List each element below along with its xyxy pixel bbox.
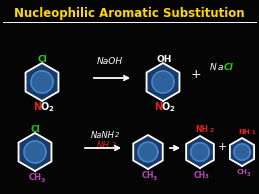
Text: 2: 2	[210, 127, 214, 133]
Polygon shape	[31, 71, 53, 93]
Text: CH: CH	[142, 171, 154, 180]
Text: +: +	[191, 68, 201, 81]
Text: NaOH: NaOH	[97, 57, 123, 67]
Text: N: N	[33, 102, 41, 112]
Polygon shape	[230, 138, 254, 166]
Text: 2: 2	[170, 106, 174, 112]
Text: OH: OH	[156, 55, 172, 63]
Polygon shape	[26, 63, 59, 101]
Polygon shape	[152, 71, 174, 93]
Text: Nucleophilic Aromatic Substitution: Nucleophilic Aromatic Substitution	[14, 8, 244, 21]
Polygon shape	[24, 141, 46, 163]
Text: a: a	[217, 63, 223, 73]
Text: NaNH: NaNH	[91, 131, 115, 139]
Text: 3: 3	[112, 142, 116, 148]
Text: 2: 2	[49, 106, 53, 112]
Text: N: N	[210, 63, 216, 73]
Text: NH: NH	[97, 140, 110, 150]
Text: Cl: Cl	[224, 63, 234, 73]
Text: NH: NH	[238, 129, 250, 135]
Text: CH: CH	[236, 169, 247, 175]
Text: 3: 3	[153, 176, 157, 180]
Polygon shape	[133, 135, 163, 169]
Polygon shape	[19, 133, 52, 171]
Text: N: N	[154, 102, 162, 112]
Text: O: O	[41, 102, 49, 112]
Text: CH: CH	[194, 171, 206, 179]
Polygon shape	[138, 142, 158, 162]
Text: +: +	[217, 142, 227, 152]
Text: 3: 3	[205, 174, 209, 179]
Polygon shape	[186, 136, 214, 168]
Text: 2: 2	[115, 132, 119, 138]
Text: 3: 3	[246, 171, 250, 177]
Text: 3: 3	[41, 178, 45, 183]
Text: O: O	[162, 102, 170, 112]
Polygon shape	[147, 63, 179, 101]
Text: Cl: Cl	[30, 125, 40, 133]
Polygon shape	[191, 143, 209, 161]
Text: NH: NH	[196, 126, 208, 134]
Text: 1: 1	[251, 130, 255, 134]
Text: Cl: Cl	[37, 55, 47, 63]
Text: CH: CH	[28, 173, 41, 183]
Polygon shape	[234, 144, 250, 160]
